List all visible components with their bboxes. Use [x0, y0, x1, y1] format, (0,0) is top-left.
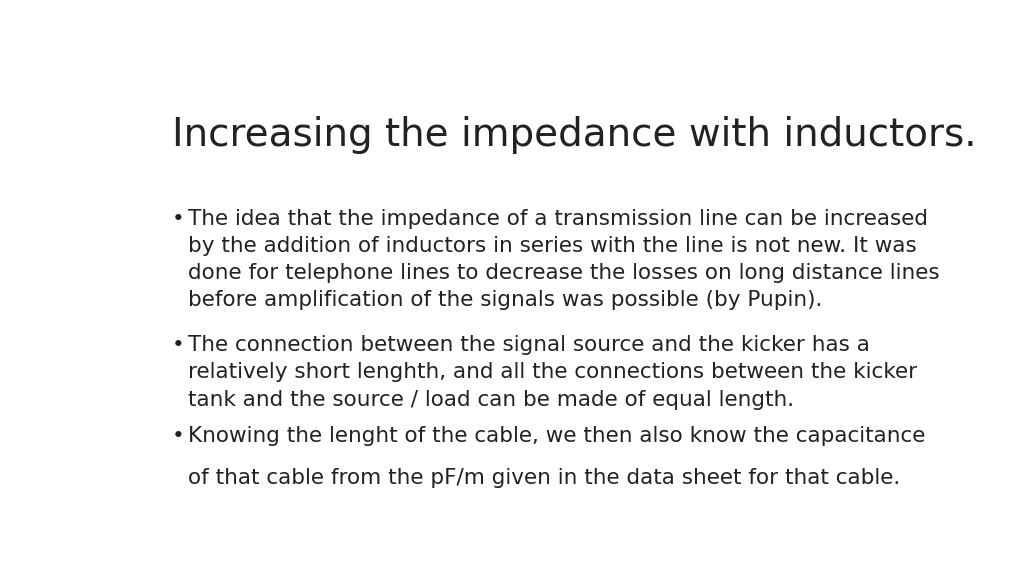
Text: •: • — [172, 426, 184, 446]
Text: •: • — [172, 209, 184, 229]
Text: Increasing the impedance with inductors.: Increasing the impedance with inductors. — [172, 116, 976, 154]
Text: The connection between the signal source and the kicker has a
relatively short l: The connection between the signal source… — [187, 335, 916, 410]
Text: •: • — [172, 335, 184, 355]
Text: of that cable from the pF/m given in the data sheet for that cable.: of that cable from the pF/m given in the… — [187, 468, 900, 488]
Text: Knowing the lenght of the cable, we then also know the capacitance: Knowing the lenght of the cable, we then… — [187, 426, 925, 446]
Text: The idea that the impedance of a transmission line can be increased
by the addit: The idea that the impedance of a transmi… — [187, 209, 939, 310]
